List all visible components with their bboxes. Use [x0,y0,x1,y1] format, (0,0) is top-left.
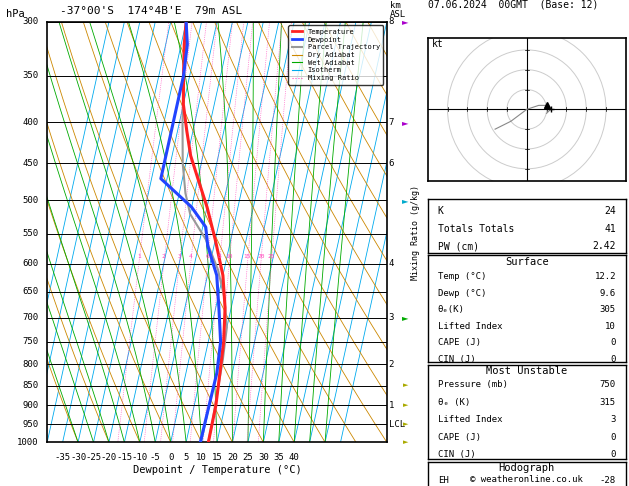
Text: 3: 3 [177,254,181,259]
Text: 750: 750 [23,337,39,347]
Text: 0: 0 [611,433,616,442]
Text: -37°00'S  174°4B'E  79m ASL: -37°00'S 174°4B'E 79m ASL [60,6,242,16]
Text: Dewp (°C): Dewp (°C) [438,289,486,297]
Text: -25: -25 [86,453,101,462]
Text: Most Unstable: Most Unstable [486,365,567,376]
Text: 900: 900 [23,401,39,410]
Text: K: K [438,206,443,216]
Text: 6: 6 [206,254,209,259]
Text: 0: 0 [611,451,616,459]
Text: 1000: 1000 [17,438,39,447]
Text: 10: 10 [605,322,616,331]
Text: Dewpoint / Temperature (°C): Dewpoint / Temperature (°C) [133,466,301,475]
Text: 12.2: 12.2 [594,272,616,281]
Text: 3: 3 [389,313,394,322]
Text: Surface: Surface [505,257,548,267]
Text: CIN (J): CIN (J) [438,355,476,364]
Text: 0: 0 [611,355,616,364]
Text: -10: -10 [131,453,148,462]
Text: 07.06.2024  00GMT  (Base: 12): 07.06.2024 00GMT (Base: 12) [428,0,598,10]
Text: 800: 800 [23,360,39,369]
Text: Pressure (mb): Pressure (mb) [438,380,508,389]
Text: ►: ► [403,439,408,445]
Text: 10: 10 [225,254,233,259]
Text: CIN (J): CIN (J) [438,451,476,459]
Text: ►: ► [403,118,409,127]
Text: 9.6: 9.6 [600,289,616,297]
Text: 5: 5 [184,453,189,462]
Text: ►: ► [403,382,408,388]
Text: 4: 4 [389,260,394,268]
Text: 8: 8 [389,17,394,26]
Text: 550: 550 [23,229,39,238]
Text: 2: 2 [162,254,165,259]
Text: 25: 25 [243,453,253,462]
Text: 20: 20 [227,453,238,462]
Text: Lifted Index: Lifted Index [438,322,502,331]
Text: ►: ► [403,196,409,205]
Text: Hodograph: Hodograph [499,463,555,473]
Text: 35: 35 [274,453,284,462]
Text: 850: 850 [23,381,39,390]
Text: LCL: LCL [389,420,404,429]
Text: 315: 315 [600,398,616,406]
Text: kt: kt [431,38,443,49]
Text: ►: ► [403,17,409,26]
Text: 950: 950 [23,420,39,429]
Text: ►: ► [403,402,408,408]
Legend: Temperature, Dewpoint, Parcel Trajectory, Dry Adiabat, Wet Adiabat, Isotherm, Mi: Temperature, Dewpoint, Parcel Trajectory… [288,25,383,85]
Text: © weatheronline.co.uk: © weatheronline.co.uk [470,474,583,484]
Text: -28: -28 [600,476,616,485]
Text: -20: -20 [101,453,117,462]
Text: Temp (°C): Temp (°C) [438,272,486,281]
Text: θₑ (K): θₑ (K) [438,398,470,406]
Text: PW (cm): PW (cm) [438,242,479,251]
Text: 2.42: 2.42 [593,242,616,251]
Text: CAPE (J): CAPE (J) [438,433,481,442]
Text: 15: 15 [211,453,223,462]
Text: 6: 6 [389,159,394,168]
Text: ►: ► [403,421,408,427]
Text: 8: 8 [218,254,221,259]
Text: 600: 600 [23,260,39,268]
Text: ►: ► [403,313,409,322]
Text: Mixing Ratio (g/kg): Mixing Ratio (g/kg) [411,185,420,279]
Text: 700: 700 [23,313,39,322]
Text: 24: 24 [604,206,616,216]
Text: 650: 650 [23,287,39,296]
Text: hPa: hPa [6,9,25,19]
Text: -15: -15 [116,453,133,462]
Text: 0: 0 [168,453,174,462]
Text: 750: 750 [600,380,616,389]
Text: 1: 1 [137,254,141,259]
Text: 4: 4 [189,254,192,259]
Text: 20: 20 [257,254,265,259]
Text: θₑ(K): θₑ(K) [438,305,464,314]
Text: 3: 3 [611,415,616,424]
Text: Lifted Index: Lifted Index [438,415,502,424]
Text: 500: 500 [23,196,39,205]
Text: 400: 400 [23,118,39,127]
Text: 305: 305 [600,305,616,314]
Text: 15: 15 [243,254,251,259]
Text: 350: 350 [23,71,39,80]
Text: km
ASL: km ASL [390,1,406,19]
Text: 300: 300 [23,17,39,26]
Text: -5: -5 [150,453,160,462]
Text: 450: 450 [23,159,39,168]
Text: 10: 10 [196,453,207,462]
Text: 1: 1 [389,401,394,410]
Text: -35: -35 [55,453,70,462]
Text: 0: 0 [611,338,616,347]
Text: 40: 40 [289,453,299,462]
Text: CAPE (J): CAPE (J) [438,338,481,347]
Text: EH: EH [438,476,448,485]
Text: 2: 2 [389,360,394,369]
Text: 41: 41 [604,224,616,234]
Text: -30: -30 [70,453,86,462]
Text: 25: 25 [267,254,275,259]
Text: 7: 7 [389,118,394,127]
Text: 30: 30 [258,453,269,462]
Text: Totals Totals: Totals Totals [438,224,514,234]
